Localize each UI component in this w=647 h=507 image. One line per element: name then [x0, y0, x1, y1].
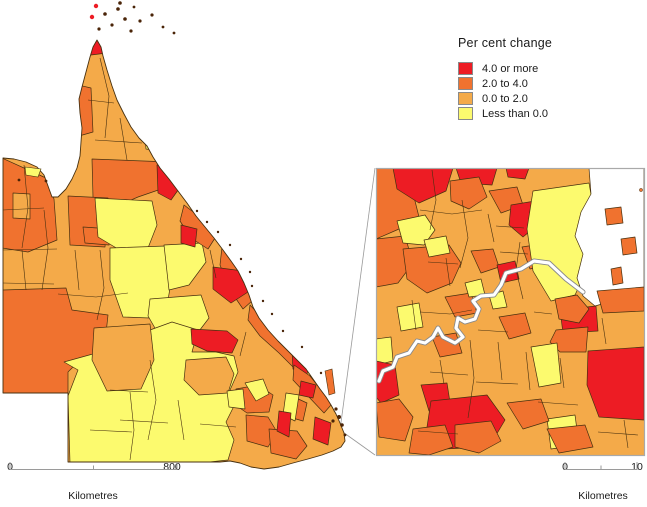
main-scalebar-unit: Kilometres: [68, 490, 118, 502]
legend-label-3: 0.0 to 2.0: [482, 92, 528, 105]
legend-label-4: Less than 0.0: [482, 107, 549, 120]
legend-swatch-red: [458, 62, 473, 75]
legend: Per cent change 4.0 or more 2.0 to 4.0 0…: [458, 36, 552, 121]
legend-swatch-yellow: [458, 107, 473, 120]
legend-item-1: 4.0 or more: [458, 61, 552, 76]
inset-scalebar-bracket: [564, 462, 638, 470]
legend-label-1: 4.0 or more: [482, 62, 539, 75]
legend-item-2: 2.0 to 4.0: [458, 76, 552, 91]
legend-item-3: 0.0 to 2.0: [458, 91, 552, 106]
legend-swatch-orange: [458, 77, 473, 90]
legend-swatch-light-orange: [458, 92, 473, 105]
main-scalebar-bracket: [9, 462, 178, 470]
legend-title: Per cent change: [458, 36, 553, 50]
legend-item-4: Less than 0.0: [458, 106, 552, 121]
inset-scalebar: 0 10 Kilometres: [545, 461, 647, 507]
legend-label-2: 2.0 to 4.0: [482, 77, 528, 90]
inset-scalebar-unit: Kilometres: [578, 490, 628, 502]
main-scalebar: 0 800 Kilometres: [0, 461, 200, 507]
